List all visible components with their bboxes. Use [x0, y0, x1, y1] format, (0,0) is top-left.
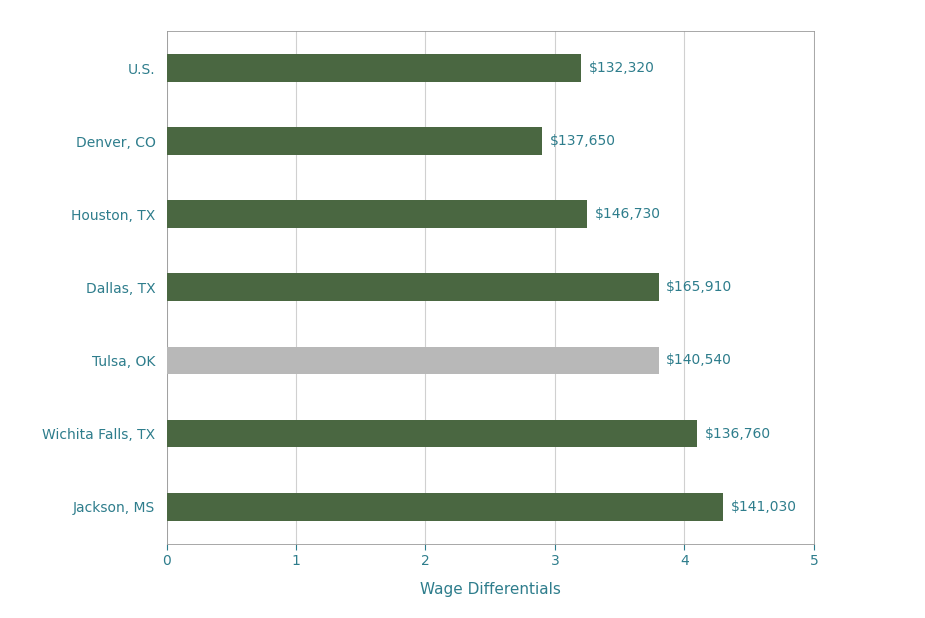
Text: $136,760: $136,760	[705, 426, 771, 441]
Bar	[166, 347, 659, 375]
Text: $132,320: $132,320	[588, 61, 655, 75]
Bar	[166, 200, 587, 228]
Text: $140,540: $140,540	[666, 353, 733, 368]
Bar	[166, 54, 581, 82]
Bar	[166, 493, 723, 520]
Bar	[166, 127, 542, 155]
Text: $137,650: $137,650	[549, 134, 616, 148]
Text: $141,030: $141,030	[731, 499, 797, 514]
Bar	[166, 420, 697, 447]
Text: $146,730: $146,730	[595, 207, 661, 221]
Text: $165,910: $165,910	[666, 281, 733, 294]
Bar	[166, 274, 659, 301]
X-axis label: Wage Differentials: Wage Differentials	[420, 582, 561, 597]
